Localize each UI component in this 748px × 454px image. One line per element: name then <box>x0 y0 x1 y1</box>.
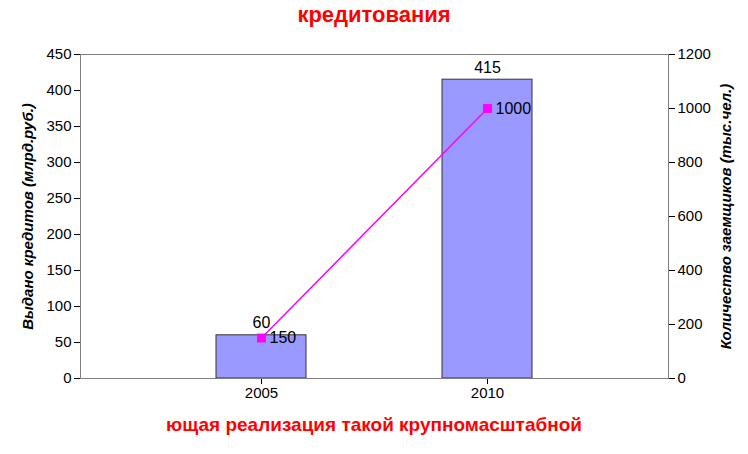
svg-text:60: 60 <box>253 314 271 331</box>
svg-text:1000: 1000 <box>678 99 711 116</box>
svg-text:300: 300 <box>46 153 71 170</box>
svg-text:415: 415 <box>474 59 501 76</box>
svg-text:Выдано кредитов (млрд.руб.): Выдано кредитов (млрд.руб.) <box>19 103 36 330</box>
svg-text:0: 0 <box>63 369 71 386</box>
svg-text:450: 450 <box>46 45 71 62</box>
svg-text:200: 200 <box>678 315 703 332</box>
svg-text:350: 350 <box>46 117 71 134</box>
svg-text:2010: 2010 <box>471 384 504 401</box>
svg-text:400: 400 <box>678 261 703 278</box>
svg-text:1200: 1200 <box>678 45 711 62</box>
svg-text:2005: 2005 <box>245 384 278 401</box>
svg-text:600: 600 <box>678 207 703 224</box>
svg-text:1000: 1000 <box>496 100 532 117</box>
svg-text:200: 200 <box>46 225 71 242</box>
svg-text:150: 150 <box>270 329 297 346</box>
html-text:кредитования: кредитования <box>297 2 451 27</box>
svg-text:250: 250 <box>46 189 71 206</box>
svg-text:50: 50 <box>55 333 72 350</box>
svg-text:100: 100 <box>46 297 71 314</box>
svg-text:800: 800 <box>678 153 703 170</box>
svg-text:Количество заемщиков (тыс.чел.: Количество заемщиков (тыс.чел.) <box>717 84 734 349</box>
svg-text:0: 0 <box>678 369 686 386</box>
svg-text:400: 400 <box>46 81 71 98</box>
html-text:ющая реализация такой крупнома: ющая реализация такой крупномасштабной <box>166 414 582 435</box>
svg-text:150: 150 <box>46 261 71 278</box>
